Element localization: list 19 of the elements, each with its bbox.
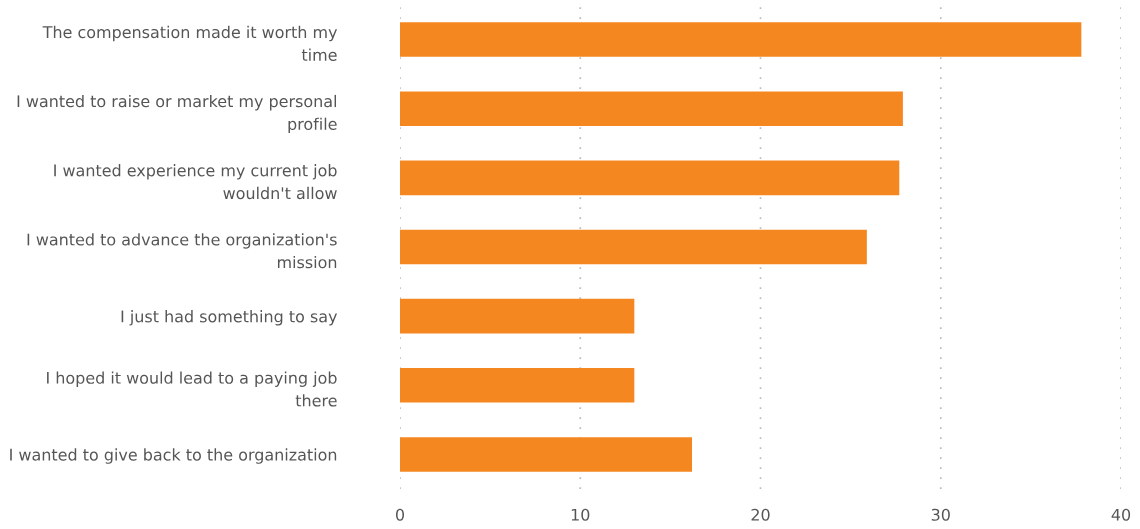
bar xyxy=(400,22,1082,57)
bar xyxy=(400,91,903,126)
y-tick-label: I wanted to advance the organization's mission xyxy=(27,233,337,269)
bar xyxy=(400,368,635,403)
bar xyxy=(400,229,867,265)
x-tick-label: 20 xyxy=(751,508,770,521)
y-tick-label: I wanted to give back to the organization xyxy=(10,448,337,464)
y-tick-label: I hoped it would lead to a paying job there xyxy=(47,371,337,407)
bar xyxy=(400,437,693,472)
bar xyxy=(400,160,900,196)
x-tick-label: 10 xyxy=(571,508,590,521)
x-tick-label: 30 xyxy=(931,508,950,521)
x-tick-label: 0 xyxy=(395,508,405,521)
y-tick-label: The compensation made it worth my time xyxy=(42,25,338,61)
x-tick-label: 40 xyxy=(1111,508,1131,521)
y-tick-label: I just had something to say xyxy=(121,310,338,326)
bar xyxy=(400,298,635,334)
y-tick-label: I wanted to raise or market my personal profile xyxy=(17,94,337,134)
y-tick-label: I wanted experience my current job wouldn't allow xyxy=(54,164,337,200)
